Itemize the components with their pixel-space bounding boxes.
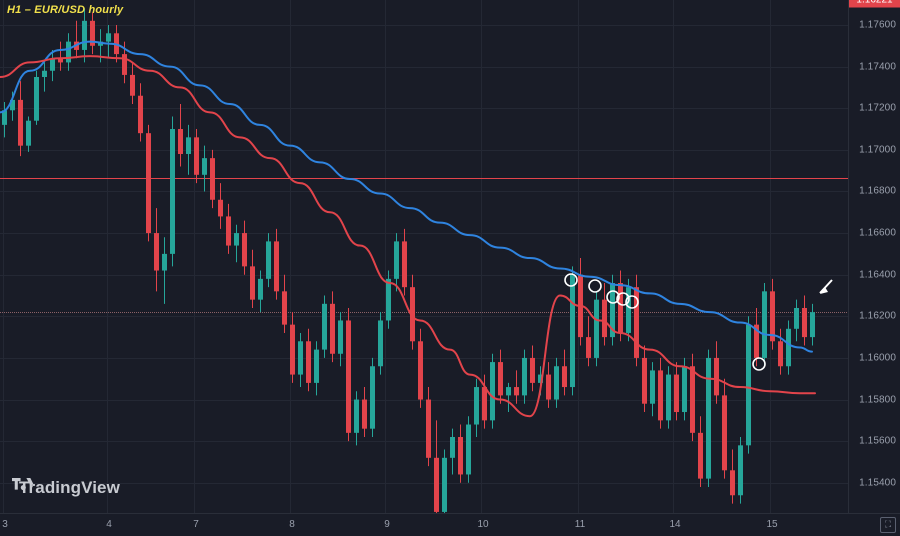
- grid-line-vertical: [673, 0, 674, 514]
- price-axis-label: 1.16000: [859, 352, 896, 364]
- price-axis-label: 1.15600: [859, 435, 896, 447]
- time-axis-label: 7: [193, 519, 199, 530]
- price-level-line: [0, 311, 849, 313]
- grid-line-vertical: [770, 0, 771, 514]
- time-axis[interactable]: 3 4 7 8 9 10 11 14 15: [0, 513, 900, 536]
- fullscreen-icon[interactable]: ⛶: [880, 517, 896, 533]
- time-axis-label: 11: [574, 519, 586, 530]
- price-axis[interactable]: 1.17600 1.17400 1.17200 1.17000 1.16800 1.166…: [848, 0, 900, 514]
- grid-line-vertical: [3, 0, 4, 514]
- current-price-tag: 1.16221: [849, 0, 900, 8]
- chart-canvas: [0, 8, 833, 514]
- chart-title: H1 – EUR/USD hourly: [7, 4, 124, 16]
- price-axis-label: 1.17200: [859, 102, 896, 114]
- grid-line-vertical: [481, 0, 482, 514]
- price-axis-label: 1.16200: [859, 310, 896, 322]
- price-axis-label: 1.16400: [859, 269, 896, 281]
- price-axis-label: 1.17000: [859, 144, 896, 156]
- chart-plot-area[interactable]: H1 – EUR/USD hourly: [0, 0, 849, 514]
- time-axis-label: 9: [384, 519, 390, 530]
- tradingview-logo-text: TradingView: [19, 478, 120, 497]
- price-axis-label: 1.15800: [859, 394, 896, 406]
- time-axis-label: 3: [2, 519, 8, 530]
- time-axis-label: 15: [766, 519, 778, 530]
- grid-line: [0, 233, 849, 235]
- price-axis-label: 1.17600: [859, 19, 896, 31]
- grid-line: [0, 274, 849, 276]
- grid-line: [0, 149, 849, 151]
- price-axis-label: 1.15400: [859, 477, 896, 489]
- time-axis-label: 10: [477, 519, 489, 530]
- time-axis-label: 4: [106, 519, 112, 530]
- price-axis-label: 1.16800: [859, 185, 896, 197]
- grid-line: [0, 316, 849, 318]
- grid-line: [0, 66, 849, 68]
- grid-line-vertical: [194, 0, 195, 514]
- grid-line-vertical: [107, 0, 108, 514]
- grid-line-vertical: [290, 0, 291, 514]
- grid-line: [0, 441, 849, 443]
- price-level-line: [0, 177, 849, 179]
- grid-line-vertical: [385, 0, 386, 514]
- grid-line: [0, 399, 849, 401]
- grid-line: [0, 24, 849, 26]
- grid-line: [0, 357, 849, 359]
- price-axis-label: 1.16600: [859, 227, 896, 239]
- price-axis-label: 1.17400: [859, 61, 896, 73]
- time-axis-label: 8: [289, 519, 295, 530]
- grid-line: [0, 191, 849, 193]
- time-axis-label: 14: [669, 519, 681, 530]
- grid-line: [0, 108, 849, 110]
- grid-line-vertical: [578, 0, 579, 514]
- grid-line: [0, 482, 849, 484]
- tradingview-branding: TradingView: [12, 478, 120, 498]
